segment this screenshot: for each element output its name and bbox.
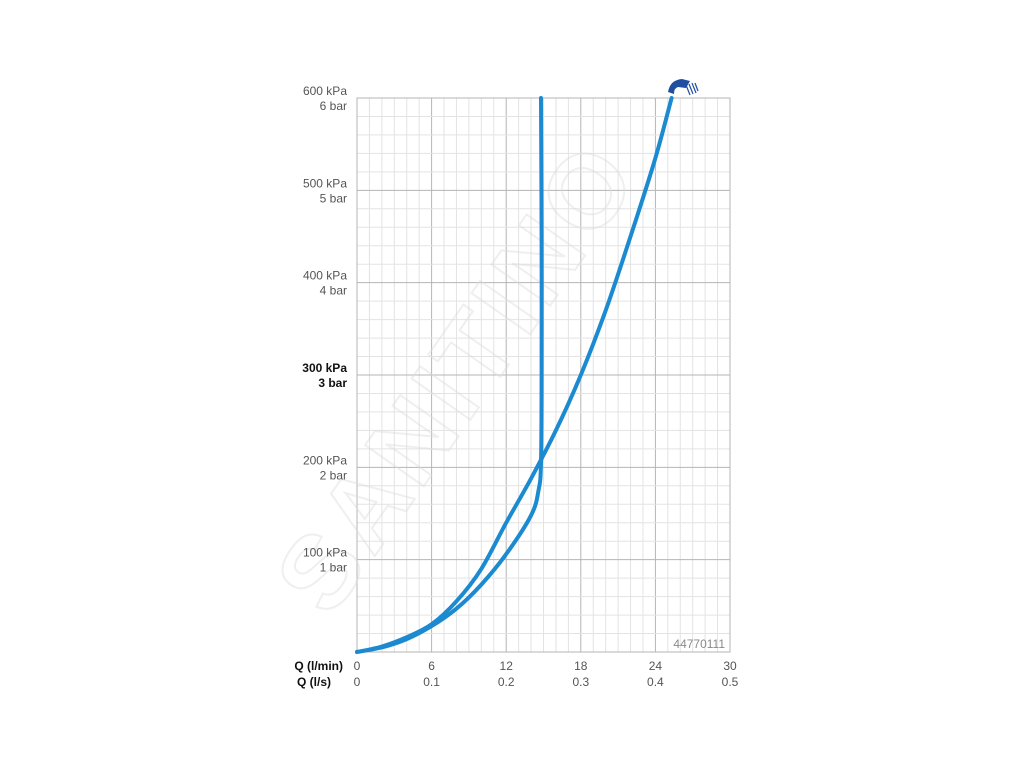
x-axis-label-secondary: Q (l/s) bbox=[297, 675, 331, 689]
y-tick-label-bar: 4 bar bbox=[320, 284, 347, 298]
shower-head-icon bbox=[668, 79, 699, 96]
plot-frame bbox=[356, 97, 731, 653]
y-tick-label-kpa: 100 kPa bbox=[303, 546, 347, 560]
x-tick-label-lmin: 24 bbox=[649, 659, 663, 673]
y-tick-label-kpa: 400 kPa bbox=[303, 269, 347, 283]
y-tick-label-bar: 5 bar bbox=[320, 191, 347, 205]
x-tick-label-ls: 0.4 bbox=[647, 675, 664, 689]
series-line-2 bbox=[355, 96, 674, 654]
x-tick-label-lmin: 18 bbox=[574, 659, 588, 673]
x-axis-ticks: 0 0 6 0.1 12 0.2 18 0.3 24 0.4 30 0.5 bbox=[354, 659, 739, 689]
curves bbox=[355, 96, 674, 654]
y-tick-label-kpa: 200 kPa bbox=[303, 453, 347, 467]
x-tick-label-lmin: 6 bbox=[428, 659, 435, 673]
x-tick-label-ls: 0.2 bbox=[498, 675, 515, 689]
x-tick-label-ls: 0.3 bbox=[572, 675, 589, 689]
y-tick-label-bar: 1 bar bbox=[320, 561, 347, 575]
product-code: 44770111 bbox=[673, 637, 725, 651]
x-tick-label-ls: 0.1 bbox=[423, 675, 440, 689]
y-tick-label-bar: 2 bar bbox=[320, 468, 347, 482]
x-tick-label-ls: 0 bbox=[354, 675, 361, 689]
x-tick-label-lmin: 30 bbox=[723, 659, 737, 673]
y-tick-label-kpa: 300 kPa bbox=[302, 361, 347, 375]
y-tick-label-bar: 3 bar bbox=[318, 376, 347, 390]
x-tick-label-lmin: 0 bbox=[354, 659, 361, 673]
grid bbox=[356, 97, 731, 653]
y-tick-label-kpa: 500 kPa bbox=[303, 176, 347, 190]
x-tick-label-lmin: 12 bbox=[500, 659, 514, 673]
y-tick-label-kpa: 600 kPa bbox=[303, 84, 347, 98]
x-axis-label-primary: Q (l/min) bbox=[294, 659, 343, 673]
x-tick-label-ls: 0.5 bbox=[722, 675, 739, 689]
y-tick-label-bar: 6 bar bbox=[320, 99, 347, 113]
